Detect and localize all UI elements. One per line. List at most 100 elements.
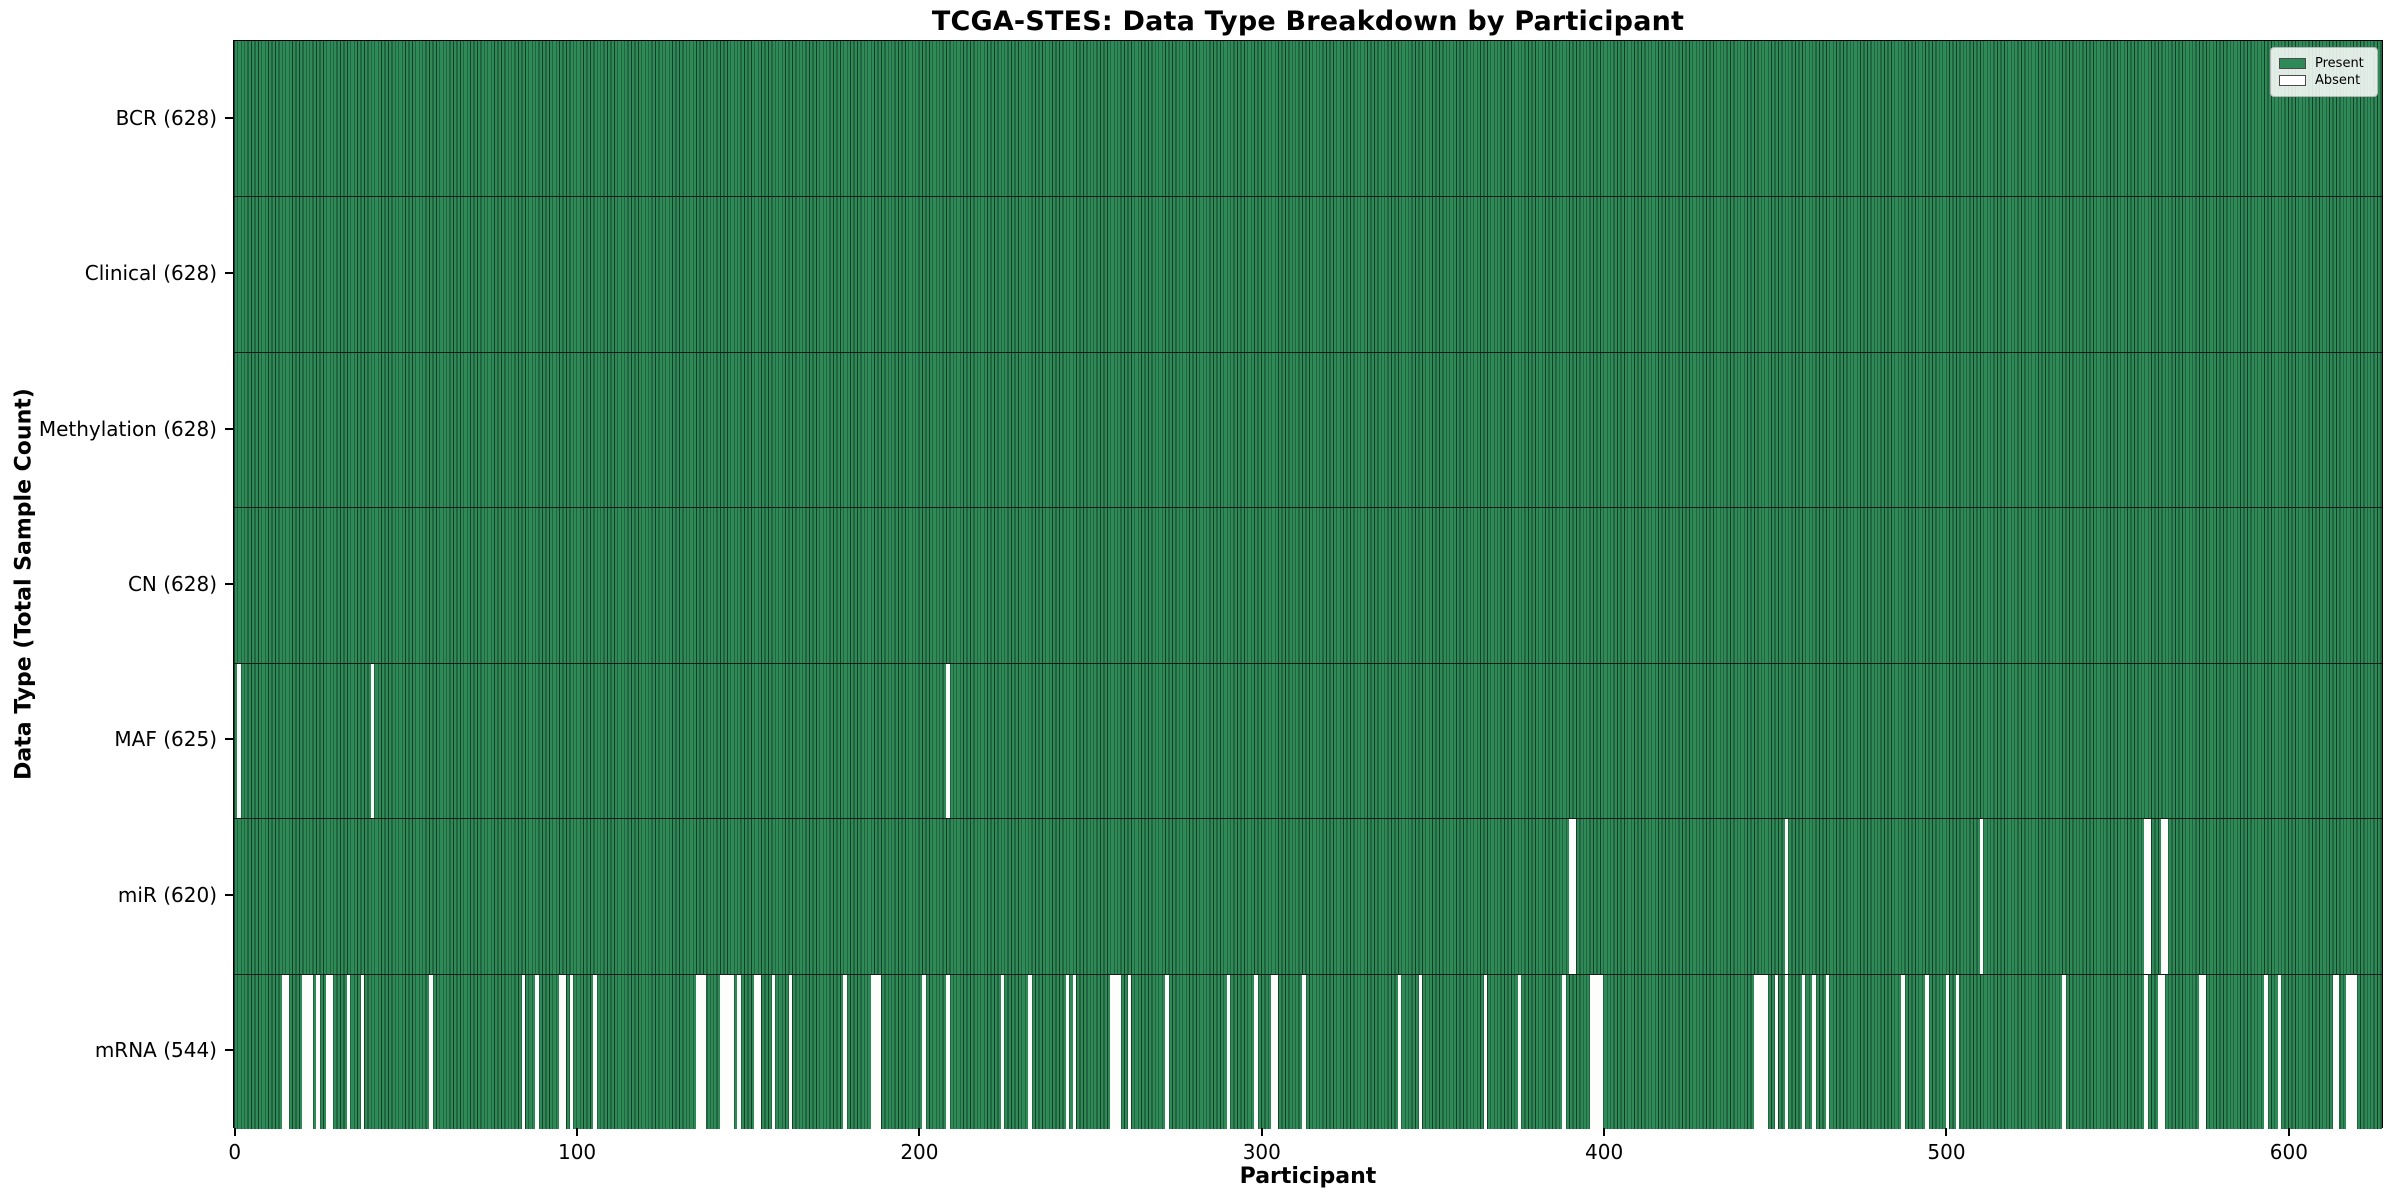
absent-line	[1483, 973, 1488, 1129]
absent-line	[360, 973, 365, 1129]
y-tick-label-bcr: BCR (628)	[115, 105, 217, 130]
chart-title: TCGA-STES: Data Type Breakdown by Partic…	[931, 6, 1685, 37]
absent-line	[535, 973, 539, 1129]
absent-line	[726, 973, 731, 1129]
row-band-maf	[234, 662, 2382, 819]
x-tick-mark	[1603, 1128, 1606, 1136]
y-tick-label-cn: CN (628)	[127, 572, 217, 596]
absent-line	[305, 973, 310, 1129]
absent-line	[521, 973, 525, 1129]
absent-line	[302, 973, 306, 1129]
absent-line	[1572, 818, 1577, 974]
absent-line	[2147, 818, 2152, 974]
absent-line	[2062, 973, 2066, 1129]
row-divider	[234, 507, 2382, 509]
absent-line	[1593, 973, 1597, 1129]
absent-line	[1274, 973, 1279, 1129]
plot-area	[233, 40, 2383, 1129]
y-tick-mark	[225, 738, 233, 741]
absent-line	[1127, 973, 1131, 1129]
row-divider	[234, 196, 2382, 198]
absent-line	[2336, 973, 2340, 1129]
absent-line	[1784, 973, 1789, 1129]
absent-line	[2264, 973, 2268, 1129]
legend-absent-label: Absent	[2315, 73, 2361, 88]
absent-line	[1754, 973, 1758, 1129]
y-tick-label-mrna: mRNA (544)	[94, 1038, 217, 1063]
absent-line	[874, 973, 878, 1129]
absent-line	[1760, 973, 1765, 1129]
absent-line	[1226, 973, 1231, 1129]
absent-line	[2202, 973, 2206, 1129]
absent-line	[870, 973, 875, 1129]
row-band-clinical	[234, 196, 2382, 352]
absent-line	[1801, 973, 1806, 1129]
y-tick-label-mir: miR (620)	[117, 882, 217, 907]
absent-line	[346, 973, 351, 1129]
absent-line	[1072, 973, 1077, 1129]
x-tick-mark	[1945, 1128, 1948, 1136]
absent-line	[754, 973, 758, 1129]
y-tick-label-maf: MAF (625)	[114, 727, 217, 752]
absent-line	[281, 973, 286, 1129]
present-swatch-icon	[2279, 58, 2306, 69]
absent-line	[946, 973, 950, 1129]
row-band-mrna	[234, 973, 2382, 1129]
absent-line	[569, 973, 573, 1129]
absent-line	[1784, 818, 1789, 974]
absent-line	[737, 973, 741, 1129]
absent-line	[1028, 973, 1032, 1129]
absent-line	[237, 662, 241, 819]
y-tick-label-methylation: Methylation (628)	[38, 416, 217, 441]
row-band-mir	[234, 818, 2382, 974]
absent-line	[1812, 973, 1816, 1129]
x-tick-mark	[576, 1128, 579, 1136]
legend-present-label: Present	[2315, 56, 2364, 71]
y-tick-mark	[225, 272, 233, 275]
x-tick-label-400: 400	[1585, 1140, 1624, 1164]
absent-swatch-icon	[2279, 75, 2306, 86]
absent-line	[1925, 973, 1929, 1129]
x-tick-label-100: 100	[557, 1140, 597, 1164]
y-tick-mark	[225, 1049, 233, 1052]
row-band-methylation	[234, 351, 2382, 508]
absent-line	[1569, 818, 1573, 974]
absent-line	[2161, 818, 2165, 974]
absent-line	[2164, 818, 2169, 974]
absent-line	[429, 973, 433, 1129]
x-tick-label-600: 600	[2269, 1140, 2308, 1164]
absent-line	[559, 973, 563, 1129]
absent-line	[1774, 973, 1779, 1129]
absent-line	[1901, 973, 1905, 1129]
absent-line	[1065, 973, 1070, 1129]
x-tick-label-0: 0	[228, 1140, 242, 1164]
x-axis-label: Participant	[1239, 1164, 1377, 1189]
absent-line	[696, 973, 700, 1129]
absent-line	[593, 973, 597, 1129]
y-tick-mark	[225, 583, 233, 585]
absent-line	[2346, 973, 2350, 1129]
absent-line	[1165, 973, 1169, 1129]
row-divider	[234, 973, 2382, 975]
x-tick-mark	[233, 1128, 236, 1136]
x-tick-label-500: 500	[1927, 1140, 1966, 1164]
absent-line	[1600, 973, 1604, 1129]
absent-line	[370, 662, 375, 819]
absent-line	[1398, 973, 1402, 1129]
legend-entry-absent: Absent	[2279, 73, 2369, 88]
absent-line	[1117, 973, 1121, 1129]
x-tick-mark	[1260, 1128, 1263, 1136]
absent-line	[788, 973, 793, 1129]
absent-line	[309, 973, 313, 1129]
absent-line	[2277, 973, 2282, 1129]
absent-line	[562, 973, 567, 1129]
y-tick-label-clinical: Clinical (628)	[84, 261, 217, 286]
absent-line	[699, 973, 704, 1129]
absent-line	[1956, 973, 1960, 1129]
absent-line	[2144, 818, 2148, 974]
absent-line	[1980, 818, 1984, 974]
absent-line	[703, 973, 707, 1129]
row-divider	[234, 818, 2382, 820]
absent-line	[2349, 973, 2354, 1129]
